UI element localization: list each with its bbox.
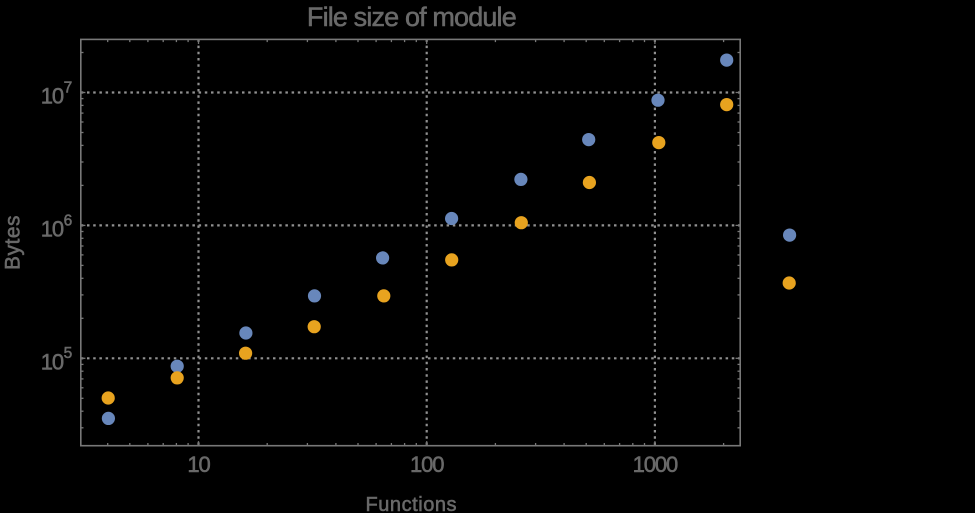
svg-text:6: 6 — [64, 212, 73, 229]
svg-text:Functions: Functions — [365, 494, 457, 513]
svg-text:7: 7 — [64, 79, 73, 96]
svg-text:10: 10 — [187, 452, 210, 477]
svg-text:5: 5 — [64, 345, 73, 362]
svg-text:File size of module: File size of module — [307, 2, 516, 32]
svg-text:10: 10 — [41, 84, 64, 109]
svg-text:10: 10 — [41, 349, 64, 374]
svg-text:Bytes: Bytes — [2, 215, 25, 270]
svg-text:100: 100 — [410, 452, 444, 477]
svg-text:10: 10 — [41, 217, 64, 242]
svg-text:1000: 1000 — [633, 452, 678, 477]
